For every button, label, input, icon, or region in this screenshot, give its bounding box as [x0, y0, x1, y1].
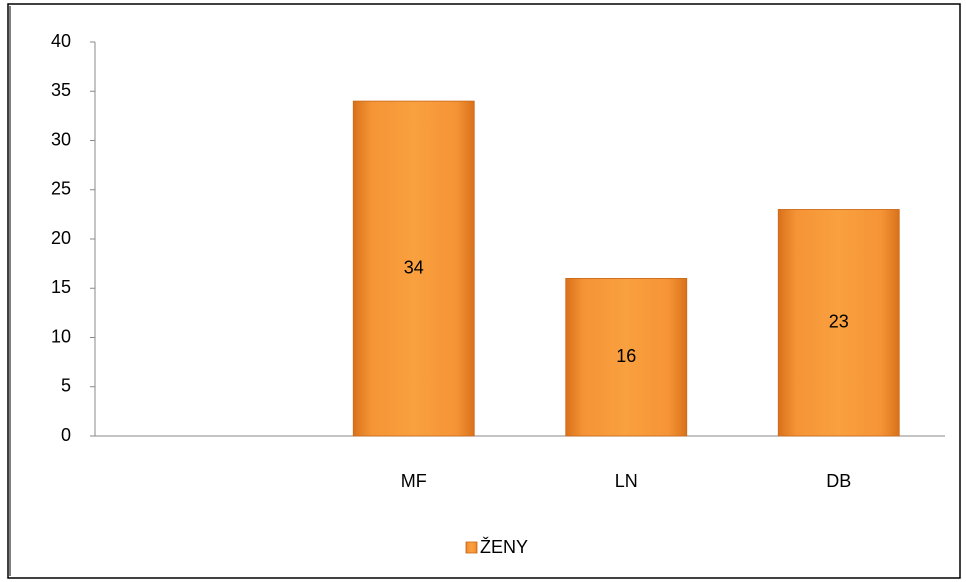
bar [777, 209, 900, 437]
legend-label: ŽENY [480, 537, 528, 557]
x-tick-label: DB [826, 471, 851, 491]
y-tick-label: 0 [61, 425, 71, 445]
y-tick-label: 10 [51, 326, 71, 346]
x-tick-label: MF [401, 471, 427, 491]
data-label: 34 [404, 257, 424, 277]
bar [565, 277, 688, 437]
data-label: 23 [829, 311, 849, 331]
y-tick-label: 15 [51, 277, 71, 297]
bar [352, 100, 475, 437]
y-tick-label: 20 [51, 228, 71, 248]
y-tick-label: 35 [51, 80, 71, 100]
x-tick-label: LN [615, 471, 638, 491]
y-tick-label: 40 [51, 31, 71, 51]
y-tick-label: 5 [61, 376, 71, 396]
data-label: 16 [616, 346, 636, 366]
y-tick-label: 25 [51, 179, 71, 199]
y-tick-label: 30 [51, 129, 71, 149]
legend-swatch [465, 541, 478, 554]
